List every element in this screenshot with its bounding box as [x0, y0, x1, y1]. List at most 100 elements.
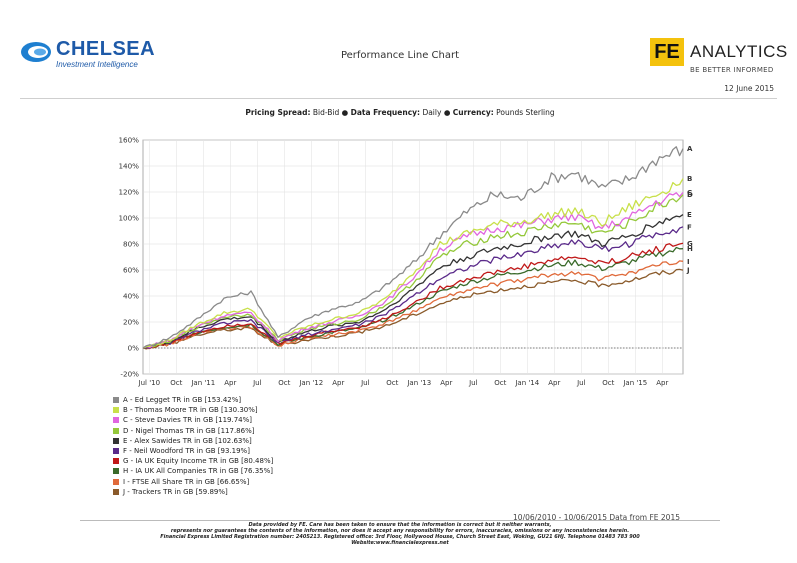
x-tick-label: Jul — [360, 379, 370, 387]
pricing-value: Bid-Bid — [312, 108, 340, 117]
x-tick-label: Apr — [440, 379, 452, 387]
legend-label: I - FTSE All Share TR in GB [66.65%] — [123, 477, 250, 486]
legend-swatch — [113, 488, 119, 495]
legend-item-d: D - Nigel Thomas TR in GB [117.86%] — [113, 426, 413, 436]
legend-swatch — [113, 427, 119, 434]
legend-item-a: A - Ed Legget TR in GB [153.42%] — [113, 395, 413, 405]
y-tick-label: 160% — [118, 136, 139, 145]
fe-mark: FE — [650, 38, 684, 66]
fe-analytics-word: ANALYTICS — [690, 42, 788, 61]
bullet-icon: ● — [443, 108, 451, 117]
chelsea-tagline: Investment Intelligence — [56, 60, 138, 69]
chelsea-logo: CHELSEA Investment Intelligence — [20, 38, 155, 74]
currency-label: Currency: — [452, 108, 494, 117]
legend-item-h: H - IA UK All Companies TR in GB [76.35%… — [113, 466, 413, 476]
header-divider — [20, 98, 777, 99]
series-end-label: G — [687, 240, 693, 248]
legend-label: F - Neil Woodford TR in GB [93.19%] — [123, 447, 250, 456]
series-end-label: A — [687, 145, 693, 153]
legend-item-g: G - IA UK Equity Income TR in GB [80.48%… — [113, 456, 413, 466]
legend-item-j: J - Trackers TR in GB [59.89%] — [113, 487, 413, 497]
pricing-label: Pricing Spread: — [245, 108, 311, 117]
legend-swatch — [113, 397, 119, 404]
disclaimer-line: represents nor guarantees the contents o… — [170, 528, 630, 534]
x-tick-label: Apr — [656, 379, 668, 387]
series-line-i — [142, 260, 684, 350]
date-range: 10/06/2010 - 10/06/2015 Data from FE 201… — [513, 513, 680, 522]
chart-legend: A - Ed Legget TR in GB [153.42%] B - Thom… — [113, 395, 413, 497]
y-tick-label: 0% — [128, 344, 140, 353]
x-tick-label: Jul '10 — [138, 379, 161, 387]
legend-swatch — [113, 437, 119, 444]
legend-swatch — [113, 407, 119, 414]
legend-item-e: E - Alex Sawides TR in GB [102.63%] — [113, 436, 413, 446]
series-end-label: C — [687, 189, 692, 197]
y-tick-label: 40% — [123, 292, 139, 301]
disclaimer-line: Website:www.financialexpress.net — [351, 540, 449, 546]
y-tick-label: 80% — [123, 240, 139, 249]
x-tick-label: Oct — [494, 379, 506, 387]
legend-label: G - IA UK Equity Income TR in GB [80.48%… — [123, 457, 274, 466]
series-end-label: H — [687, 245, 693, 253]
disclaimer-line: Financial Express Limited Registration n… — [160, 534, 640, 540]
legend-item-f: F - Neil Woodford TR in GB [93.19%] — [113, 446, 413, 456]
legend-label: A - Ed Legget TR in GB [153.42%] — [123, 396, 242, 405]
chelsea-brand-name: CHELSEA — [56, 38, 156, 60]
series-end-label: J — [686, 267, 690, 275]
x-tick-label: Jul — [252, 379, 262, 387]
x-tick-label: Oct — [386, 379, 398, 387]
legend-item-c: C - Steve Davies TR in GB [119.74%] — [113, 415, 413, 425]
chelsea-swirl-icon — [21, 42, 51, 62]
plot-area — [142, 139, 684, 375]
series-end-label: E — [687, 211, 692, 219]
y-tick-label: 100% — [118, 214, 139, 223]
x-tick-label: Jan '13 — [406, 379, 431, 387]
frequency-value: Daily — [422, 108, 442, 117]
x-tick-label: Jan '11 — [190, 379, 215, 387]
y-tick-label: 120% — [118, 188, 139, 197]
series-line-g — [142, 242, 684, 349]
x-tick-label: Jan '14 — [514, 379, 539, 387]
x-tick-label: Oct — [170, 379, 182, 387]
x-tick-label: Jan '15 — [622, 379, 647, 387]
legend-swatch — [113, 468, 119, 475]
x-tick-label: Jul — [576, 379, 586, 387]
legend-swatch — [113, 448, 119, 455]
series-line-c — [142, 191, 684, 349]
legend-label: J - Trackers TR in GB [59.89%] — [123, 487, 228, 496]
disclaimer-line: Data provided by FE. Care has been taken… — [248, 522, 552, 528]
legend-label: B - Thomas Moore TR in GB [130.30%] — [123, 406, 258, 415]
legend-item-b: B - Thomas Moore TR in GB [130.30%] — [113, 405, 413, 415]
legend-label: E - Alex Sawides TR in GB [102.63%] — [123, 436, 252, 445]
x-tick-label: Apr — [332, 379, 344, 387]
legend-label: D - Nigel Thomas TR in GB [117.86%] — [123, 426, 255, 435]
report-title: Performance Line Chart — [340, 50, 460, 61]
series-end-label: I — [687, 258, 690, 266]
series-line-e — [142, 214, 684, 349]
meta-line: Pricing Spread: Bid-Bid ● Data Frequency… — [150, 108, 650, 117]
series-line-d — [142, 194, 684, 349]
series-line-j — [142, 268, 684, 350]
report-date: 12 June 2015 — [724, 84, 774, 93]
legend-swatch — [113, 417, 119, 424]
series-end-label: B — [687, 175, 692, 183]
legend-label: C - Steve Davies TR in GB [119.74%] — [123, 416, 253, 425]
x-tick-label: Jul — [468, 379, 478, 387]
series-line-f — [142, 226, 684, 349]
y-tick-label: -20% — [120, 370, 139, 379]
x-tick-label: Apr — [224, 379, 236, 387]
x-tick-label: Jan '12 — [298, 379, 323, 387]
series-line-h — [142, 246, 684, 349]
y-tick-label: 60% — [123, 266, 139, 275]
x-tick-label: Oct — [278, 379, 290, 387]
y-tick-label: 140% — [118, 162, 139, 171]
frequency-label: Data Frequency: — [350, 108, 421, 117]
bullet-icon: ● — [341, 108, 349, 117]
series-end-label: F — [687, 223, 692, 231]
disclaimer: Data provided by FE. Care has been taken… — [150, 522, 650, 546]
x-tick-label: Oct — [602, 379, 614, 387]
y-tick-label: 20% — [123, 318, 139, 327]
legend-label: H - IA UK All Companies TR in GB [76.35%… — [123, 467, 274, 476]
fe-slogan: BE BETTER INFORMED — [690, 66, 774, 74]
footer-divider — [80, 520, 720, 521]
